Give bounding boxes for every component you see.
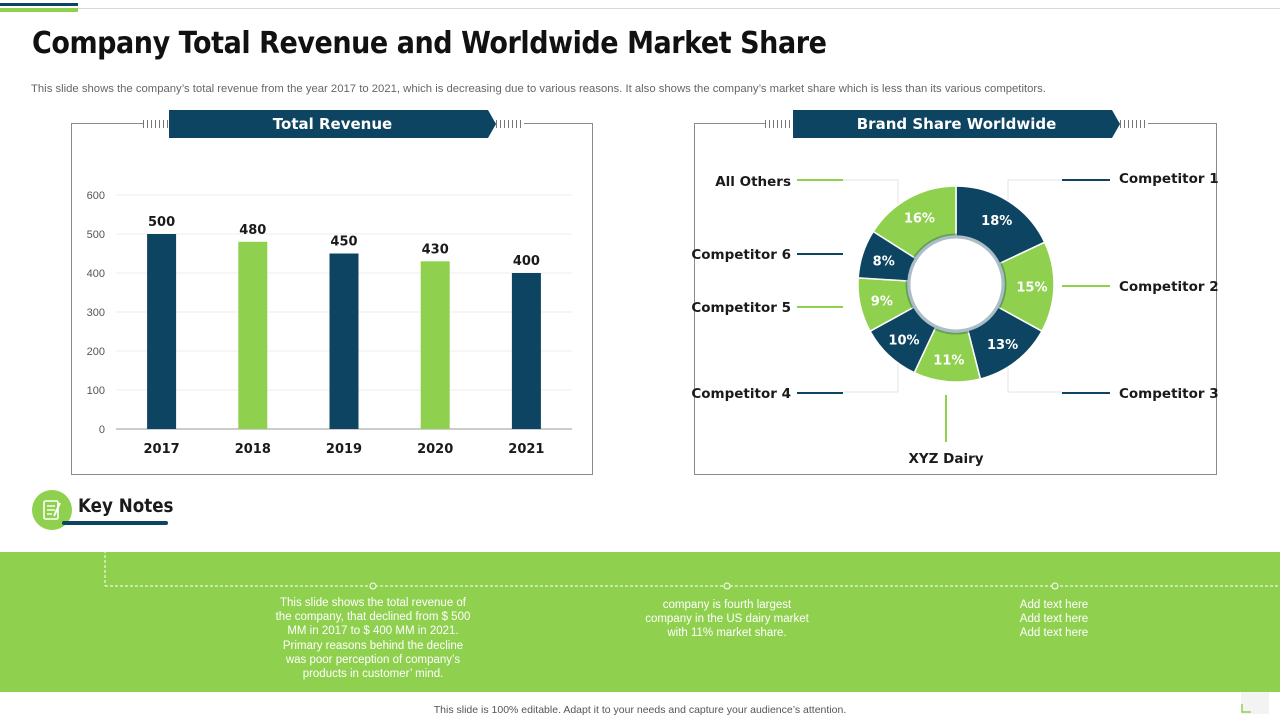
- note-line: This slide shows the total revenue of: [279, 597, 467, 609]
- bar-data-label: 430: [422, 242, 449, 257]
- x-tick-label: 2021: [508, 442, 544, 457]
- slice-percent-label: 11%: [933, 354, 964, 369]
- slice-percent-label: 9%: [871, 295, 893, 310]
- slice-legend-label: XYZ Dairy: [908, 451, 983, 467]
- slice-percent-label: 13%: [987, 338, 1018, 353]
- ribbon-ticks-right: [496, 120, 524, 128]
- note-line: the company, that declined from $ 500: [275, 611, 471, 624]
- slice-legend-label: All Others: [715, 174, 791, 190]
- bar: [511, 273, 541, 429]
- key-notes-underline: [62, 521, 168, 525]
- slice-percent-label: 10%: [888, 333, 919, 348]
- x-tick-label: 2018: [235, 442, 271, 457]
- slice-percent-label: 16%: [904, 211, 935, 226]
- bar-data-label: 450: [330, 235, 357, 250]
- key-notes-band: [0, 552, 1280, 692]
- slice-percent-label: 18%: [981, 214, 1012, 229]
- key-notes-title: Key Notes: [78, 495, 174, 517]
- slide-subtitle: This slide shows the company’s total rev…: [31, 83, 1046, 95]
- x-tick-label: 2020: [417, 442, 453, 457]
- note-line: Primary reasons behind the decline: [282, 639, 464, 652]
- note-marker: [369, 582, 377, 590]
- slice-percent-label: 15%: [1016, 280, 1047, 295]
- note-marker: [1051, 582, 1059, 590]
- key-note-1: This slide shows the total revenue of th…: [253, 596, 493, 681]
- ribbon-ticks-left: [143, 120, 171, 128]
- revenue-chart-title: Total Revenue: [169, 110, 496, 138]
- note-line: Add text here: [1019, 613, 1089, 626]
- footer-text: This slide is 100% editable. Adapt it to…: [433, 704, 847, 716]
- note-line: was poor perception of company’s: [285, 653, 461, 666]
- bar: [147, 234, 177, 429]
- note-line: with 11% market share.: [667, 627, 787, 640]
- slice-legend-label: Competitor 3: [1119, 386, 1219, 402]
- y-tick-label: 600: [87, 190, 105, 202]
- y-tick-label: 0: [99, 424, 105, 436]
- y-tick-label: 500: [87, 229, 105, 241]
- ribbon-ticks-left: [765, 120, 793, 128]
- note-line: products in customer’ mind.: [302, 668, 444, 681]
- bar-data-label: 500: [148, 215, 175, 230]
- slice-legend-label: Competitor 4: [691, 386, 791, 402]
- bar-data-label: 400: [513, 254, 540, 269]
- ribbon-ticks-right: [1120, 120, 1148, 128]
- y-tick-label: 100: [87, 385, 105, 397]
- x-tick-label: 2017: [144, 442, 180, 457]
- accent-bar-navy: [0, 3, 78, 6]
- key-note-3: Add text here Add text here Add text her…: [984, 598, 1124, 641]
- bar: [329, 253, 359, 429]
- y-tick-label: 300: [87, 307, 105, 319]
- slice-percent-label: 8%: [873, 255, 895, 270]
- bar: [420, 261, 450, 429]
- slice-legend-label: Competitor 5: [691, 300, 791, 316]
- accent-bar-green: [0, 8, 78, 12]
- y-tick-label: 400: [87, 268, 105, 280]
- slice-legend-label: Competitor 1: [1119, 171, 1219, 187]
- key-note-2: company is fourth largest company in the…: [617, 598, 837, 641]
- note-line: Add text here: [1019, 627, 1089, 640]
- slide-title: Company Total Revenue and Worldwide Mark…: [32, 26, 827, 61]
- y-tick-label: 200: [87, 346, 105, 358]
- top-rule: [0, 8, 1280, 9]
- corner-mark: [1241, 692, 1269, 714]
- slice-legend-label: Competitor 6: [691, 247, 791, 263]
- note-line: Add text here: [1019, 599, 1089, 611]
- x-tick-label: 2019: [326, 442, 362, 457]
- note-marker: [723, 582, 731, 590]
- note-line: company in the US dairy market: [645, 613, 809, 626]
- bar-data-label: 480: [239, 223, 266, 238]
- bar: [238, 241, 268, 429]
- slice-legend-label: Competitor 2: [1119, 279, 1219, 295]
- note-line: MM in 2017 to $ 400 MM in 2021.: [287, 625, 459, 638]
- brand-share-title: Brand Share Worldwide: [793, 110, 1120, 138]
- note-line: company is fourth largest: [662, 599, 792, 611]
- donut-hole-inner: [911, 239, 1001, 329]
